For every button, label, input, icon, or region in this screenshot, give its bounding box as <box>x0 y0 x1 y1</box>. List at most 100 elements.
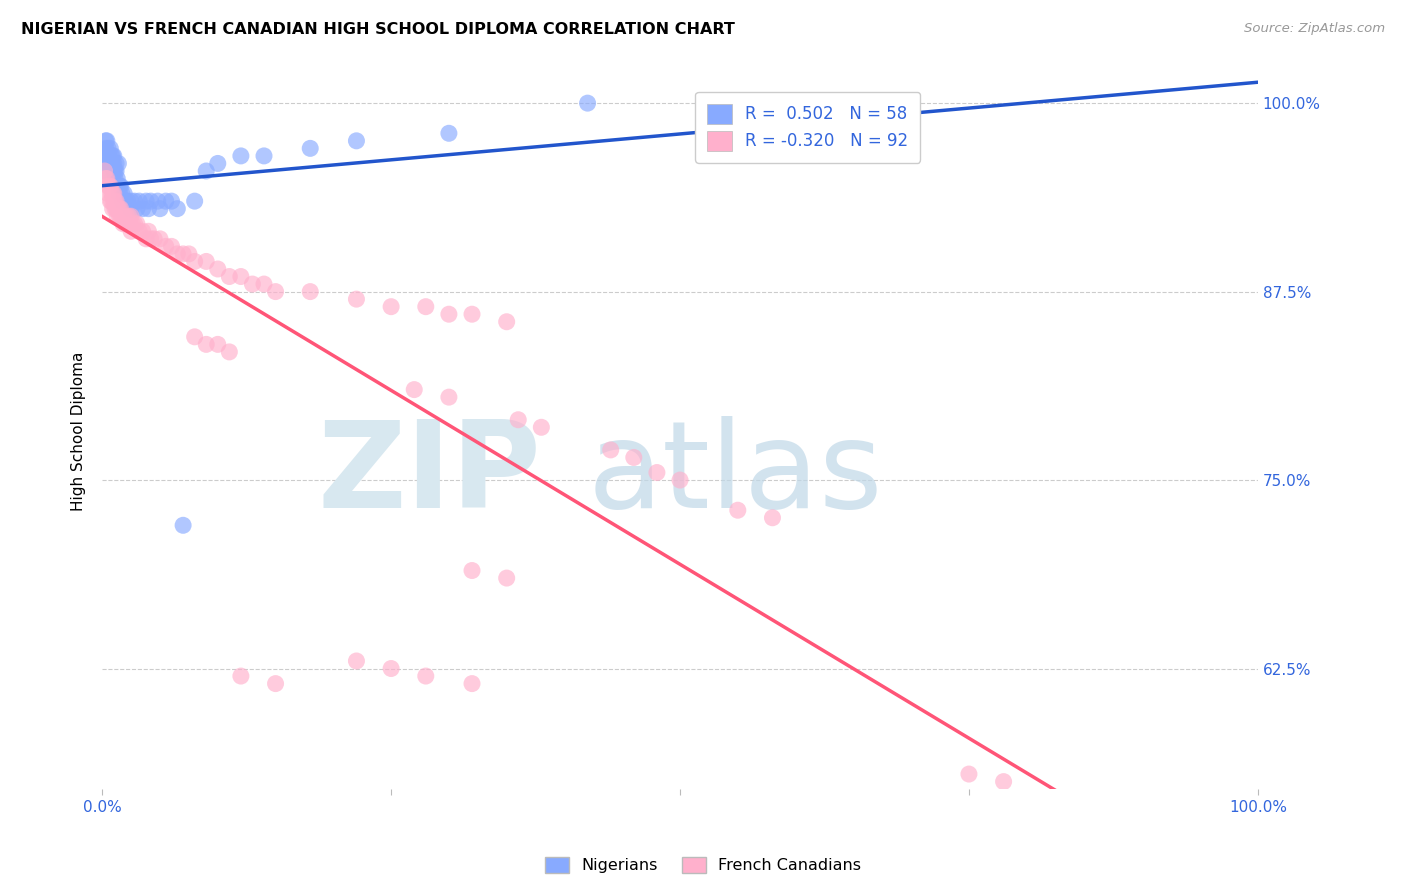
Legend: Nigerians, French Canadians: Nigerians, French Canadians <box>538 850 868 880</box>
Text: NIGERIAN VS FRENCH CANADIAN HIGH SCHOOL DIPLOMA CORRELATION CHART: NIGERIAN VS FRENCH CANADIAN HIGH SCHOOL … <box>21 22 735 37</box>
Point <box>183 330 205 344</box>
Point <box>100 186 122 201</box>
Point <box>195 164 218 178</box>
Point <box>264 285 287 299</box>
Point <box>135 232 157 246</box>
Point <box>98 149 121 163</box>
Point <box>125 202 148 216</box>
Point <box>177 247 200 261</box>
Point <box>97 156 120 170</box>
Point <box>415 669 437 683</box>
Point <box>253 149 276 163</box>
Point <box>107 202 129 216</box>
Point <box>105 202 128 216</box>
Point <box>120 202 142 216</box>
Point <box>105 156 128 170</box>
Point <box>96 171 118 186</box>
Point <box>143 232 166 246</box>
Point <box>135 194 157 208</box>
Point <box>114 194 136 208</box>
Point <box>103 186 125 201</box>
Point <box>124 194 146 208</box>
Point <box>103 149 125 163</box>
Point <box>128 194 150 208</box>
Point <box>218 269 240 284</box>
Point <box>139 194 162 208</box>
Point <box>404 383 426 397</box>
Point <box>155 194 177 208</box>
Point <box>111 186 134 201</box>
Point <box>131 224 153 238</box>
Point <box>993 774 1015 789</box>
Point <box>229 149 252 163</box>
Point <box>97 141 120 155</box>
Point <box>139 232 162 246</box>
Point <box>461 676 484 690</box>
Point <box>103 156 125 170</box>
Point <box>264 676 287 690</box>
Point <box>108 202 131 216</box>
Point <box>103 164 125 178</box>
Point <box>957 767 980 781</box>
Point <box>110 209 132 223</box>
Point <box>105 171 128 186</box>
Point <box>576 96 599 111</box>
Point <box>97 179 120 194</box>
Point <box>437 307 460 321</box>
Point <box>104 164 127 178</box>
Point <box>117 217 139 231</box>
Point <box>100 156 122 170</box>
Point <box>118 209 141 223</box>
Point <box>669 473 692 487</box>
Point <box>111 194 134 208</box>
Point <box>495 571 517 585</box>
Point <box>98 179 121 194</box>
Point <box>125 217 148 231</box>
Point <box>114 217 136 231</box>
Point <box>346 292 368 306</box>
Point <box>149 232 172 246</box>
Point <box>138 202 160 216</box>
Point <box>104 171 127 186</box>
Point <box>101 202 124 216</box>
Point <box>207 156 229 170</box>
Legend: R =  0.502   N = 58, R = -0.320   N = 92: R = 0.502 N = 58, R = -0.320 N = 92 <box>696 92 920 162</box>
Point <box>346 134 368 148</box>
Point <box>166 247 188 261</box>
Point <box>108 179 131 194</box>
Point <box>195 254 218 268</box>
Point <box>229 269 252 284</box>
Point <box>98 194 121 208</box>
Point <box>112 209 135 223</box>
Point <box>623 450 645 465</box>
Point <box>101 156 124 170</box>
Point <box>110 179 132 194</box>
Point <box>120 194 142 208</box>
Point <box>104 202 127 216</box>
Point <box>415 300 437 314</box>
Point <box>98 141 121 155</box>
Point <box>207 337 229 351</box>
Point <box>599 442 621 457</box>
Point <box>98 156 121 170</box>
Point <box>124 217 146 231</box>
Point <box>105 164 128 178</box>
Point <box>108 209 131 223</box>
Point <box>96 149 118 163</box>
Point <box>380 300 402 314</box>
Point <box>461 307 484 321</box>
Point <box>97 186 120 201</box>
Point <box>218 345 240 359</box>
Point <box>94 171 117 186</box>
Point <box>101 186 124 201</box>
Point <box>172 247 194 261</box>
Point <box>111 209 134 223</box>
Point <box>530 420 553 434</box>
Point <box>128 224 150 238</box>
Point <box>93 164 115 178</box>
Point <box>115 209 138 223</box>
Point <box>299 285 322 299</box>
Point <box>299 141 322 155</box>
Point <box>380 661 402 675</box>
Text: ZIP: ZIP <box>318 416 541 533</box>
